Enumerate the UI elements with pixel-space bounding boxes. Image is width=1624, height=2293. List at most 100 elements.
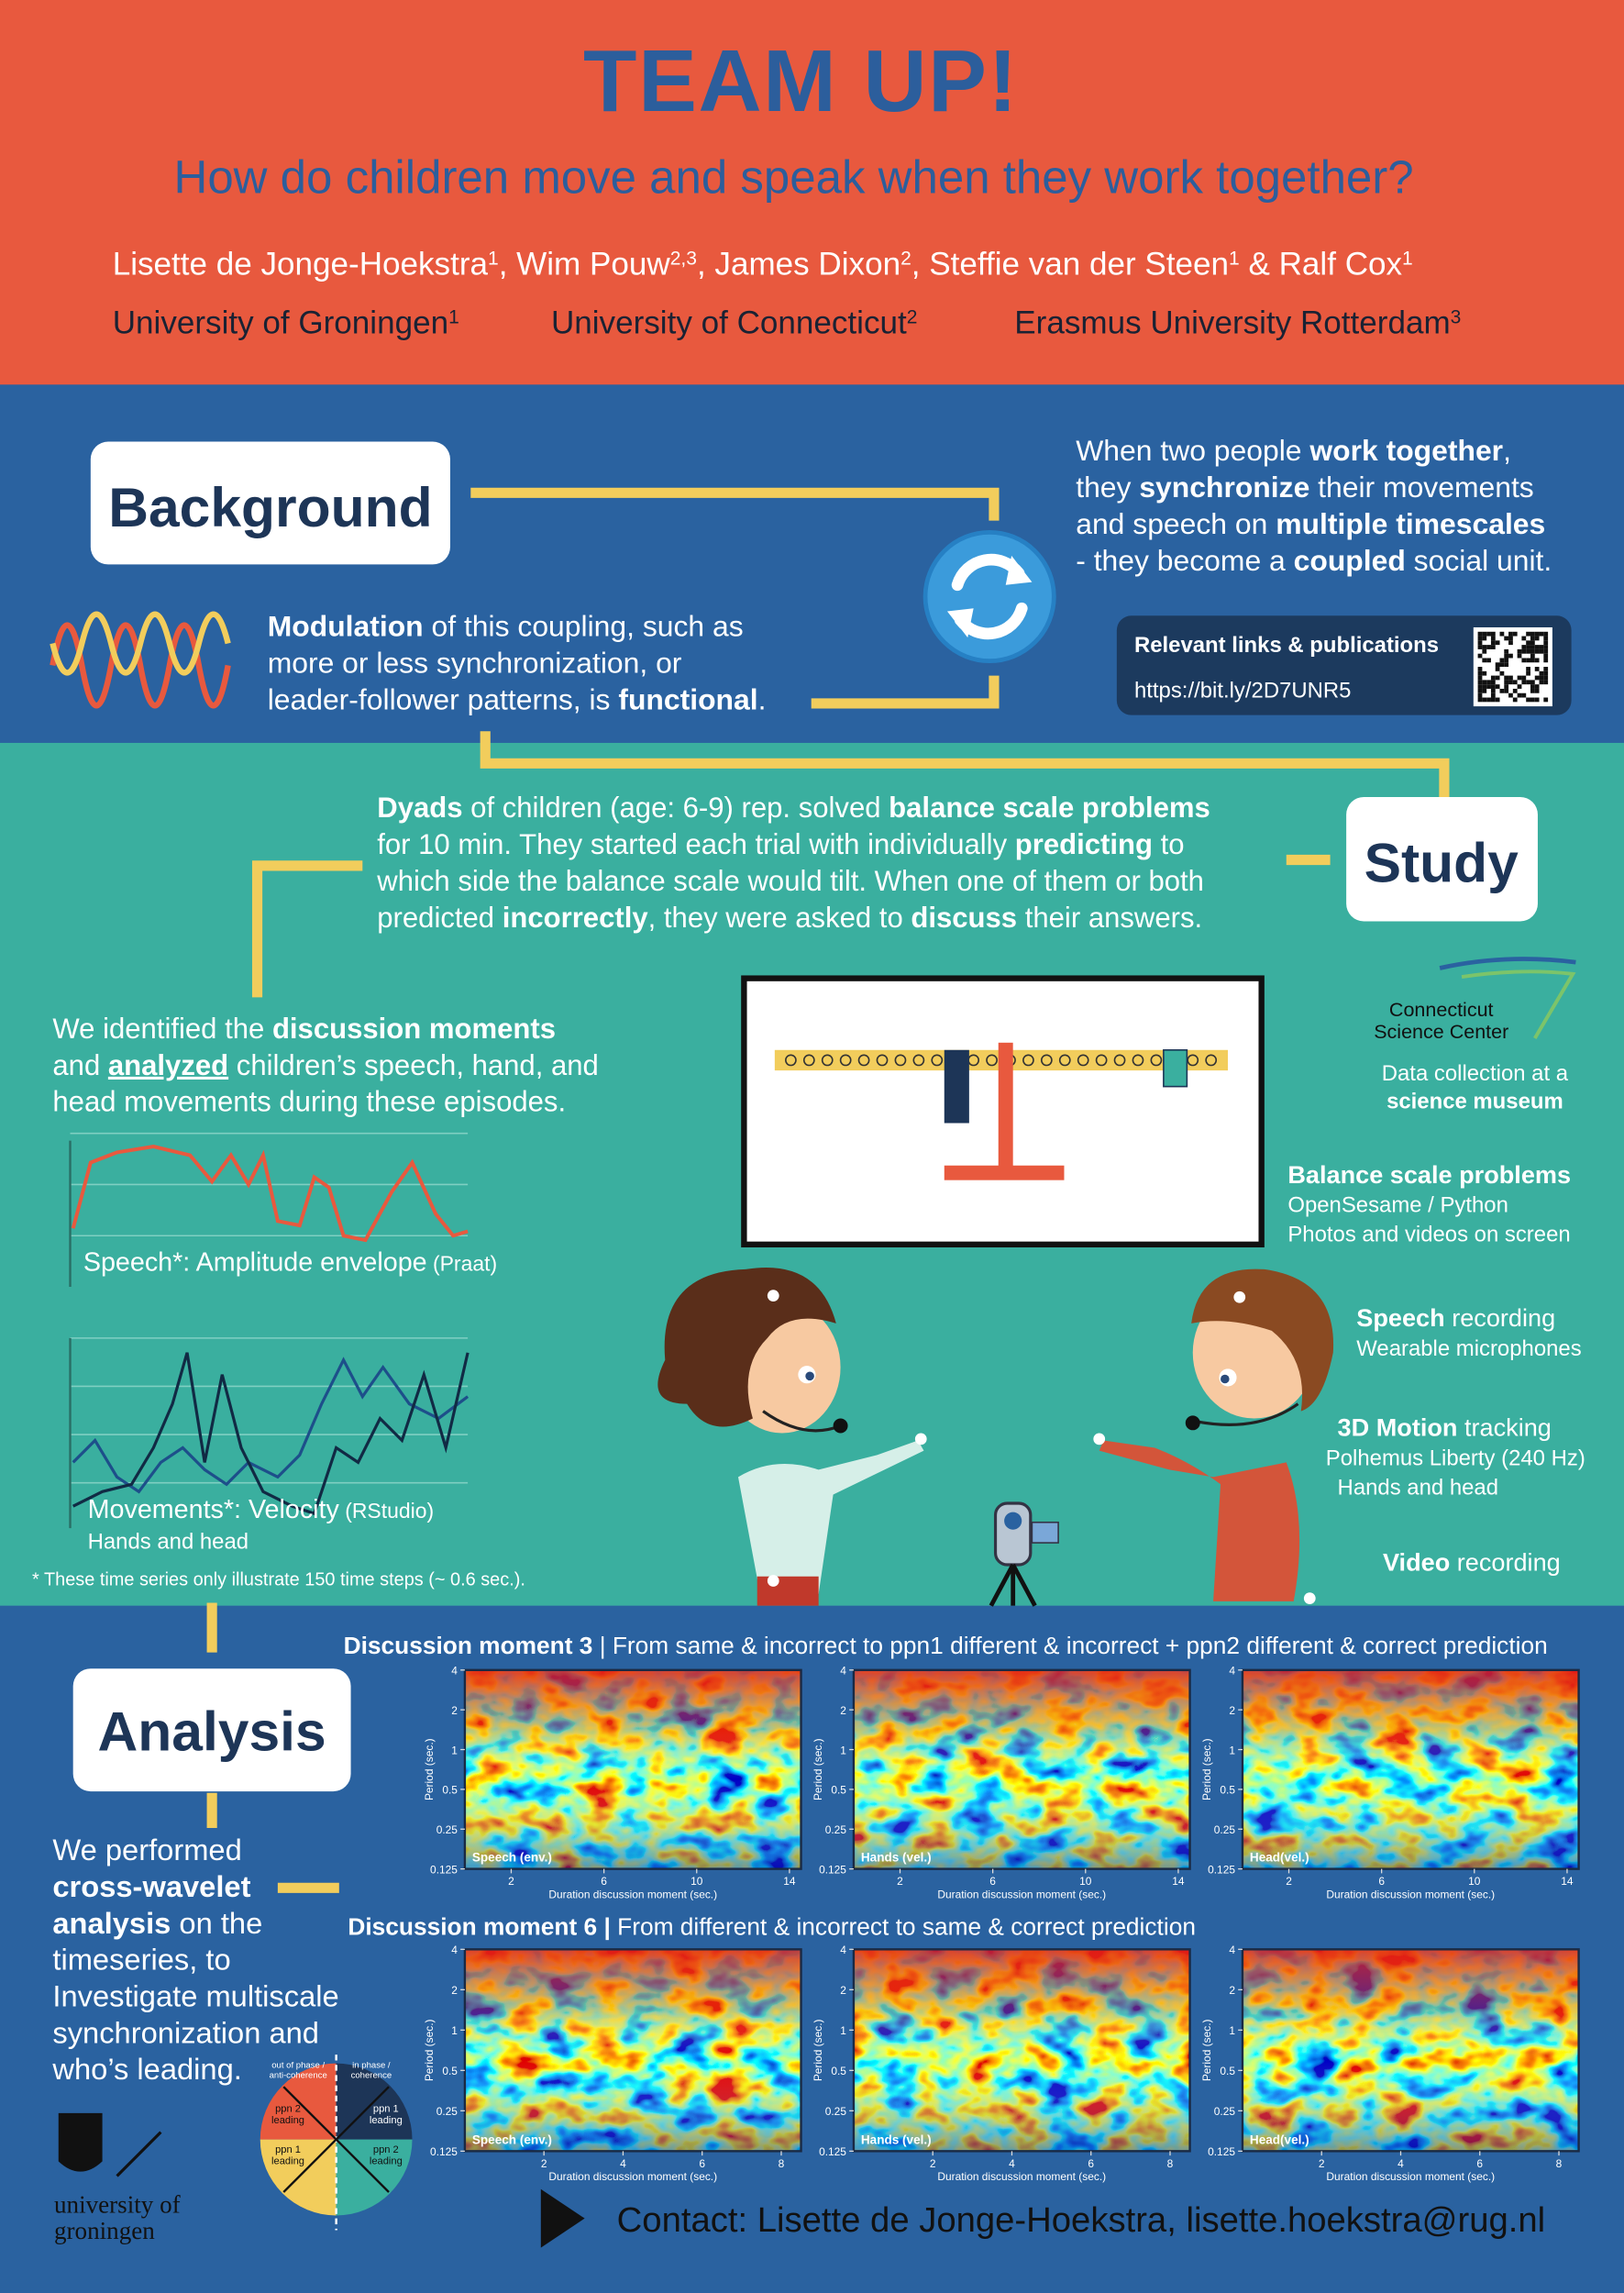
qr-cell: [1477, 670, 1483, 676]
text-segment: Speech: [1356, 1303, 1444, 1332]
qr-cell: [1539, 680, 1544, 685]
x-tick-label: 14: [1172, 1875, 1185, 1888]
text-segment: which side the balance scale would tilt.…: [376, 865, 1204, 897]
qr-cell: [1495, 675, 1500, 681]
links-title: Relevant links & publications: [1134, 633, 1439, 658]
x-tick-label: 8: [779, 2157, 785, 2170]
y-tick-label: 0.5: [1220, 1784, 1235, 1797]
y-tick-label: 1: [840, 1744, 846, 1756]
qr-cell: [1495, 662, 1500, 668]
text-segment: who’s leading.: [51, 2052, 241, 2086]
y-tick-label: 2: [840, 1984, 846, 1997]
x-tick-label: 2: [541, 2157, 547, 2170]
qr-cell: [1512, 697, 1518, 703]
qr-cell: [1526, 697, 1530, 703]
text-segment: tracking: [1457, 1413, 1551, 1442]
text-segment: and: [52, 1049, 107, 1081]
qr-cell: [1539, 631, 1544, 637]
y-tick-label: 0.25: [825, 1823, 847, 1836]
text-segment: ,: [1503, 434, 1511, 467]
qr-cell: [1539, 675, 1544, 681]
text-segment: recording: [1450, 1547, 1560, 1576]
y-tick-label: 0.5: [831, 1784, 846, 1797]
moment-title: Discussion moment 3 | From same & incorr…: [344, 1632, 1548, 1659]
item-text: OpenSesame / Python: [1287, 1193, 1508, 1218]
text-segment: discussion moments: [272, 1013, 556, 1045]
qr-cell: [1482, 680, 1487, 685]
qr-cell: [1512, 631, 1518, 637]
qr-cell: [1526, 648, 1530, 654]
qr-cell: [1499, 662, 1505, 668]
qr-cell: [1508, 675, 1513, 681]
qr-cell: [1508, 692, 1513, 698]
university-logo: university of: [54, 2190, 182, 2218]
peg: [986, 1054, 998, 1067]
item-text: Video recording: [1383, 1547, 1561, 1576]
contact-arrow: [540, 2188, 585, 2248]
qr-cell: [1534, 648, 1540, 654]
item-text: 3D Motion tracking: [1338, 1413, 1552, 1442]
peg: [802, 1054, 815, 1067]
qr-cell: [1534, 636, 1540, 641]
qr-cell: [1512, 680, 1518, 685]
qr-cell: [1534, 645, 1540, 649]
text-segment: predicting: [1015, 828, 1153, 860]
qr-cell: [1526, 670, 1530, 676]
panel-frame: [852, 1668, 1191, 1870]
qr-cell: [1499, 658, 1505, 663]
text-segment: Velocity: [241, 1495, 339, 1524]
qr-cell: [1490, 680, 1496, 685]
text-segment: incorrectly: [503, 902, 649, 934]
body-text: When two people work together,: [1076, 434, 1511, 467]
qr-cell: [1521, 692, 1527, 698]
x-tick-label: 2: [930, 2157, 936, 2170]
qr-cell: [1543, 697, 1549, 703]
qr-cell: [1526, 640, 1530, 646]
title: TEAM UP!: [583, 32, 1019, 130]
text-segment: of children (age: 6-9) rep. solved: [463, 792, 889, 824]
y-tick-label: 4: [451, 1665, 458, 1678]
x-tick-label: 2: [897, 1875, 903, 1888]
heat-overlay: [853, 1669, 1190, 1869]
text-segment: OpenSesame / Python: [1287, 1193, 1508, 1218]
y-tick-label: 4: [1229, 1944, 1235, 1956]
body-text: - they become a coupled social unit.: [1076, 544, 1552, 577]
qr-cell: [1530, 680, 1535, 685]
y-axis-label: Period (sec.): [1200, 1738, 1213, 1800]
x-axis-label: Duration discussion moment (sec.): [548, 2170, 717, 2183]
plot-label: Movements*: Velocity (RStudio): [88, 1495, 434, 1524]
qr-cell: [1508, 680, 1513, 685]
qr-cell: [1482, 688, 1487, 693]
x-tick-label: 2: [1319, 2157, 1325, 2170]
panel-label: Hands (vel.): [861, 1851, 932, 1865]
y-tick-label: 2: [451, 1984, 458, 1997]
arrow-head: [946, 608, 974, 638]
heading: Analysis: [98, 1700, 326, 1762]
qr-cell: [1504, 675, 1509, 681]
peg: [1113, 1054, 1126, 1067]
x-axis-label: Duration discussion moment (sec.): [937, 1889, 1106, 1901]
qr-cell: [1517, 653, 1522, 659]
camera: [989, 1501, 1059, 1607]
qr-cell: [1539, 670, 1544, 676]
text-segment: Amplitude envelope: [190, 1248, 426, 1278]
peg: [1132, 1054, 1144, 1067]
qr-cell: [1504, 684, 1509, 689]
text-segment: 2: [907, 306, 918, 327]
text-segment: We identified the: [52, 1013, 272, 1045]
qr-cell: [1495, 684, 1500, 689]
panel-label: Head(vel.): [1250, 1851, 1309, 1865]
text-segment: & Ralf Cox: [1240, 247, 1403, 282]
text-segment: science museum: [1386, 1090, 1563, 1114]
qr-cell: [1517, 648, 1522, 654]
university-logo: groningen: [54, 2217, 155, 2244]
qr-cell: [1486, 645, 1491, 649]
qr-cell: [1486, 680, 1491, 685]
qr-cell: [1530, 697, 1535, 703]
qr-cell: [1526, 667, 1530, 671]
qr-cell: [1521, 675, 1527, 681]
y-axis-label: Period (sec.): [812, 1738, 824, 1800]
heat-overlay: [853, 1949, 1190, 2152]
qr-cell: [1508, 631, 1513, 637]
text-segment: 1: [488, 248, 499, 269]
